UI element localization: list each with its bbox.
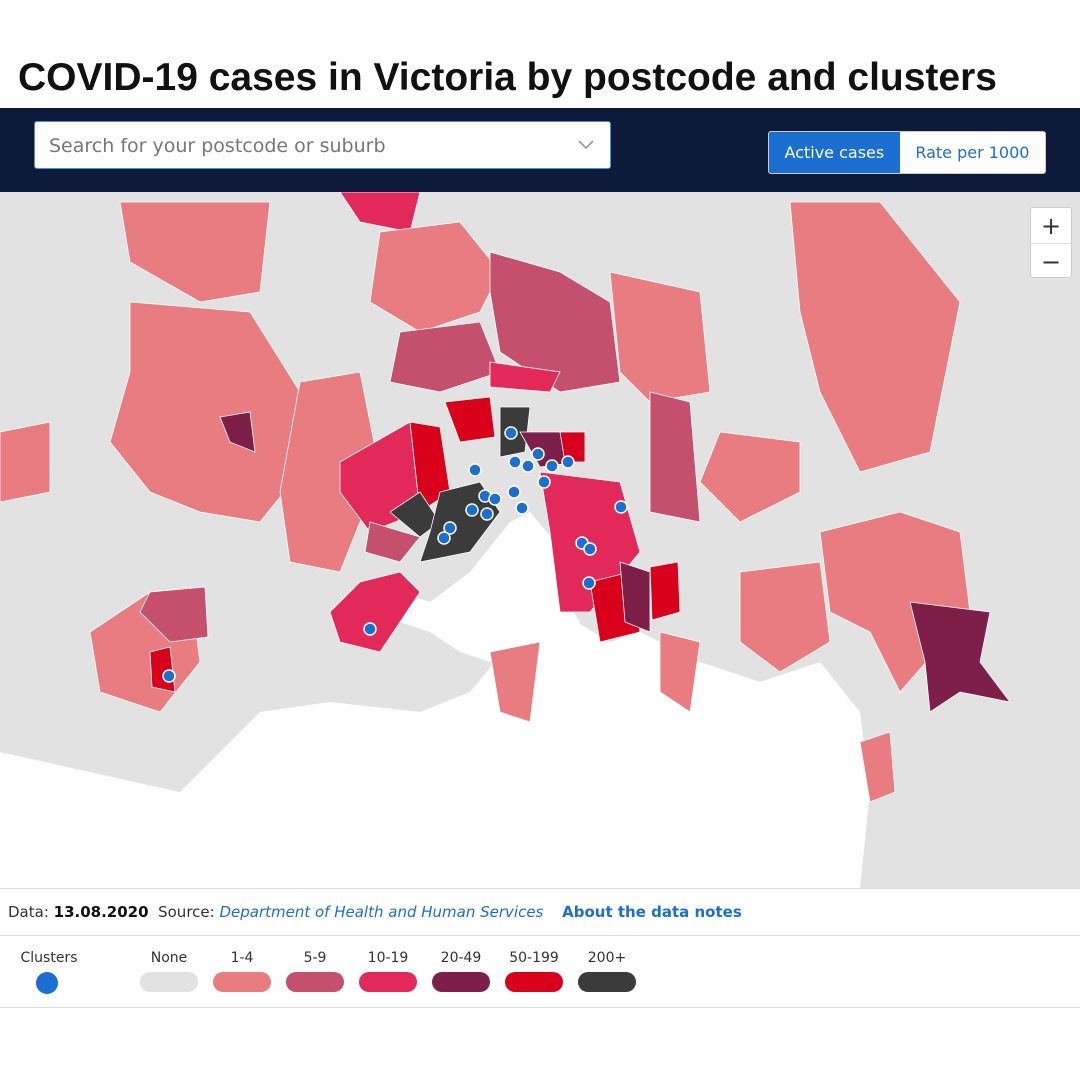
zoom-in[interactable]: +	[1040, 211, 1062, 240]
region	[789, 201, 961, 473]
legend-swatch	[213, 972, 271, 992]
cluster-dot	[465, 503, 479, 517]
region	[364, 521, 421, 563]
toggle-option[interactable]: Active cases	[769, 132, 900, 173]
cluster-dot	[443, 521, 457, 535]
cluster-dot	[545, 459, 559, 473]
region	[139, 586, 209, 643]
region	[489, 641, 541, 723]
region	[559, 431, 586, 463]
cluster-dot	[504, 426, 518, 440]
notes-link[interactable]: About the data notes	[562, 903, 742, 921]
ocean	[0, 612, 870, 888]
cluster-dot	[561, 455, 575, 469]
footer: Data: 13.08.2020 Source: Department of H…	[8, 903, 742, 921]
legend-label: Clusters	[20, 950, 78, 966]
region	[739, 561, 831, 673]
divider	[0, 1007, 1080, 1008]
region	[369, 221, 501, 333]
toggle-option[interactable]: Rate per 1000	[915, 143, 1030, 162]
legend-label: 1-4	[230, 950, 254, 966]
legend-label: 10-19	[367, 950, 409, 966]
map	[0, 192, 1080, 888]
cluster-dot	[162, 669, 176, 683]
dropdown-icon	[578, 140, 594, 150]
search-box[interactable]: Search for your postcode or suburb	[34, 121, 611, 169]
cluster-dot	[437, 531, 451, 545]
cluster-dot	[582, 576, 596, 590]
region	[329, 571, 421, 653]
cluster-dot	[480, 507, 494, 521]
legend-label: 200+	[587, 950, 627, 966]
clusters	[162, 426, 628, 683]
cluster-dot	[468, 463, 482, 477]
legend-label: None	[150, 950, 188, 966]
region	[339, 421, 421, 533]
region	[659, 631, 701, 713]
cluster-dot	[537, 475, 551, 489]
legend-swatch	[578, 972, 636, 992]
legend-swatch	[36, 972, 58, 994]
region	[109, 301, 301, 523]
region	[119, 201, 271, 303]
legend-label: 5-9	[303, 950, 327, 966]
legend-swatch	[505, 972, 563, 992]
legend-swatch	[359, 972, 417, 992]
region	[279, 371, 381, 573]
region	[649, 391, 701, 523]
cluster-dot	[614, 500, 628, 514]
divider	[0, 888, 1080, 889]
title: COVID-19 cases in Victoria by postcode a…	[18, 56, 997, 99]
legend-swatch	[286, 972, 344, 992]
region	[909, 601, 1011, 713]
legend-label: 50-199	[509, 950, 559, 966]
data-date: 13.08.2020	[53, 903, 149, 921]
region	[389, 321, 501, 393]
source-label: Source:	[158, 903, 215, 921]
legend-swatch	[432, 972, 490, 992]
region	[609, 271, 711, 403]
region	[489, 251, 621, 393]
source-link[interactable]: Department of Health and Human Services	[219, 903, 544, 921]
cluster-dot	[488, 492, 502, 506]
region	[489, 361, 561, 393]
region	[444, 396, 496, 443]
zoom-control: + −	[1030, 207, 1072, 278]
region	[619, 561, 651, 633]
divider	[0, 935, 1080, 936]
regions	[0, 192, 1011, 803]
legend-label: 20-49	[440, 950, 482, 966]
cluster-dot	[515, 501, 529, 515]
search-placeholder: Search for your postcode or suburb	[49, 135, 386, 157]
region	[699, 431, 801, 523]
region	[0, 421, 51, 503]
legend-swatch	[140, 972, 198, 992]
region	[649, 561, 681, 621]
cluster-dot	[507, 485, 521, 499]
zoom-out[interactable]: −	[1031, 243, 1071, 279]
cluster-dot	[363, 622, 377, 636]
cluster-dot	[508, 455, 522, 469]
bay	[400, 512, 580, 662]
region	[859, 731, 896, 803]
data-label: Data:	[8, 903, 49, 921]
cluster-dot	[531, 447, 545, 461]
region	[219, 411, 256, 453]
toggle: Active cases Rate per 1000	[768, 131, 1046, 174]
cluster-dot	[521, 459, 535, 473]
cluster-dot	[583, 542, 597, 556]
